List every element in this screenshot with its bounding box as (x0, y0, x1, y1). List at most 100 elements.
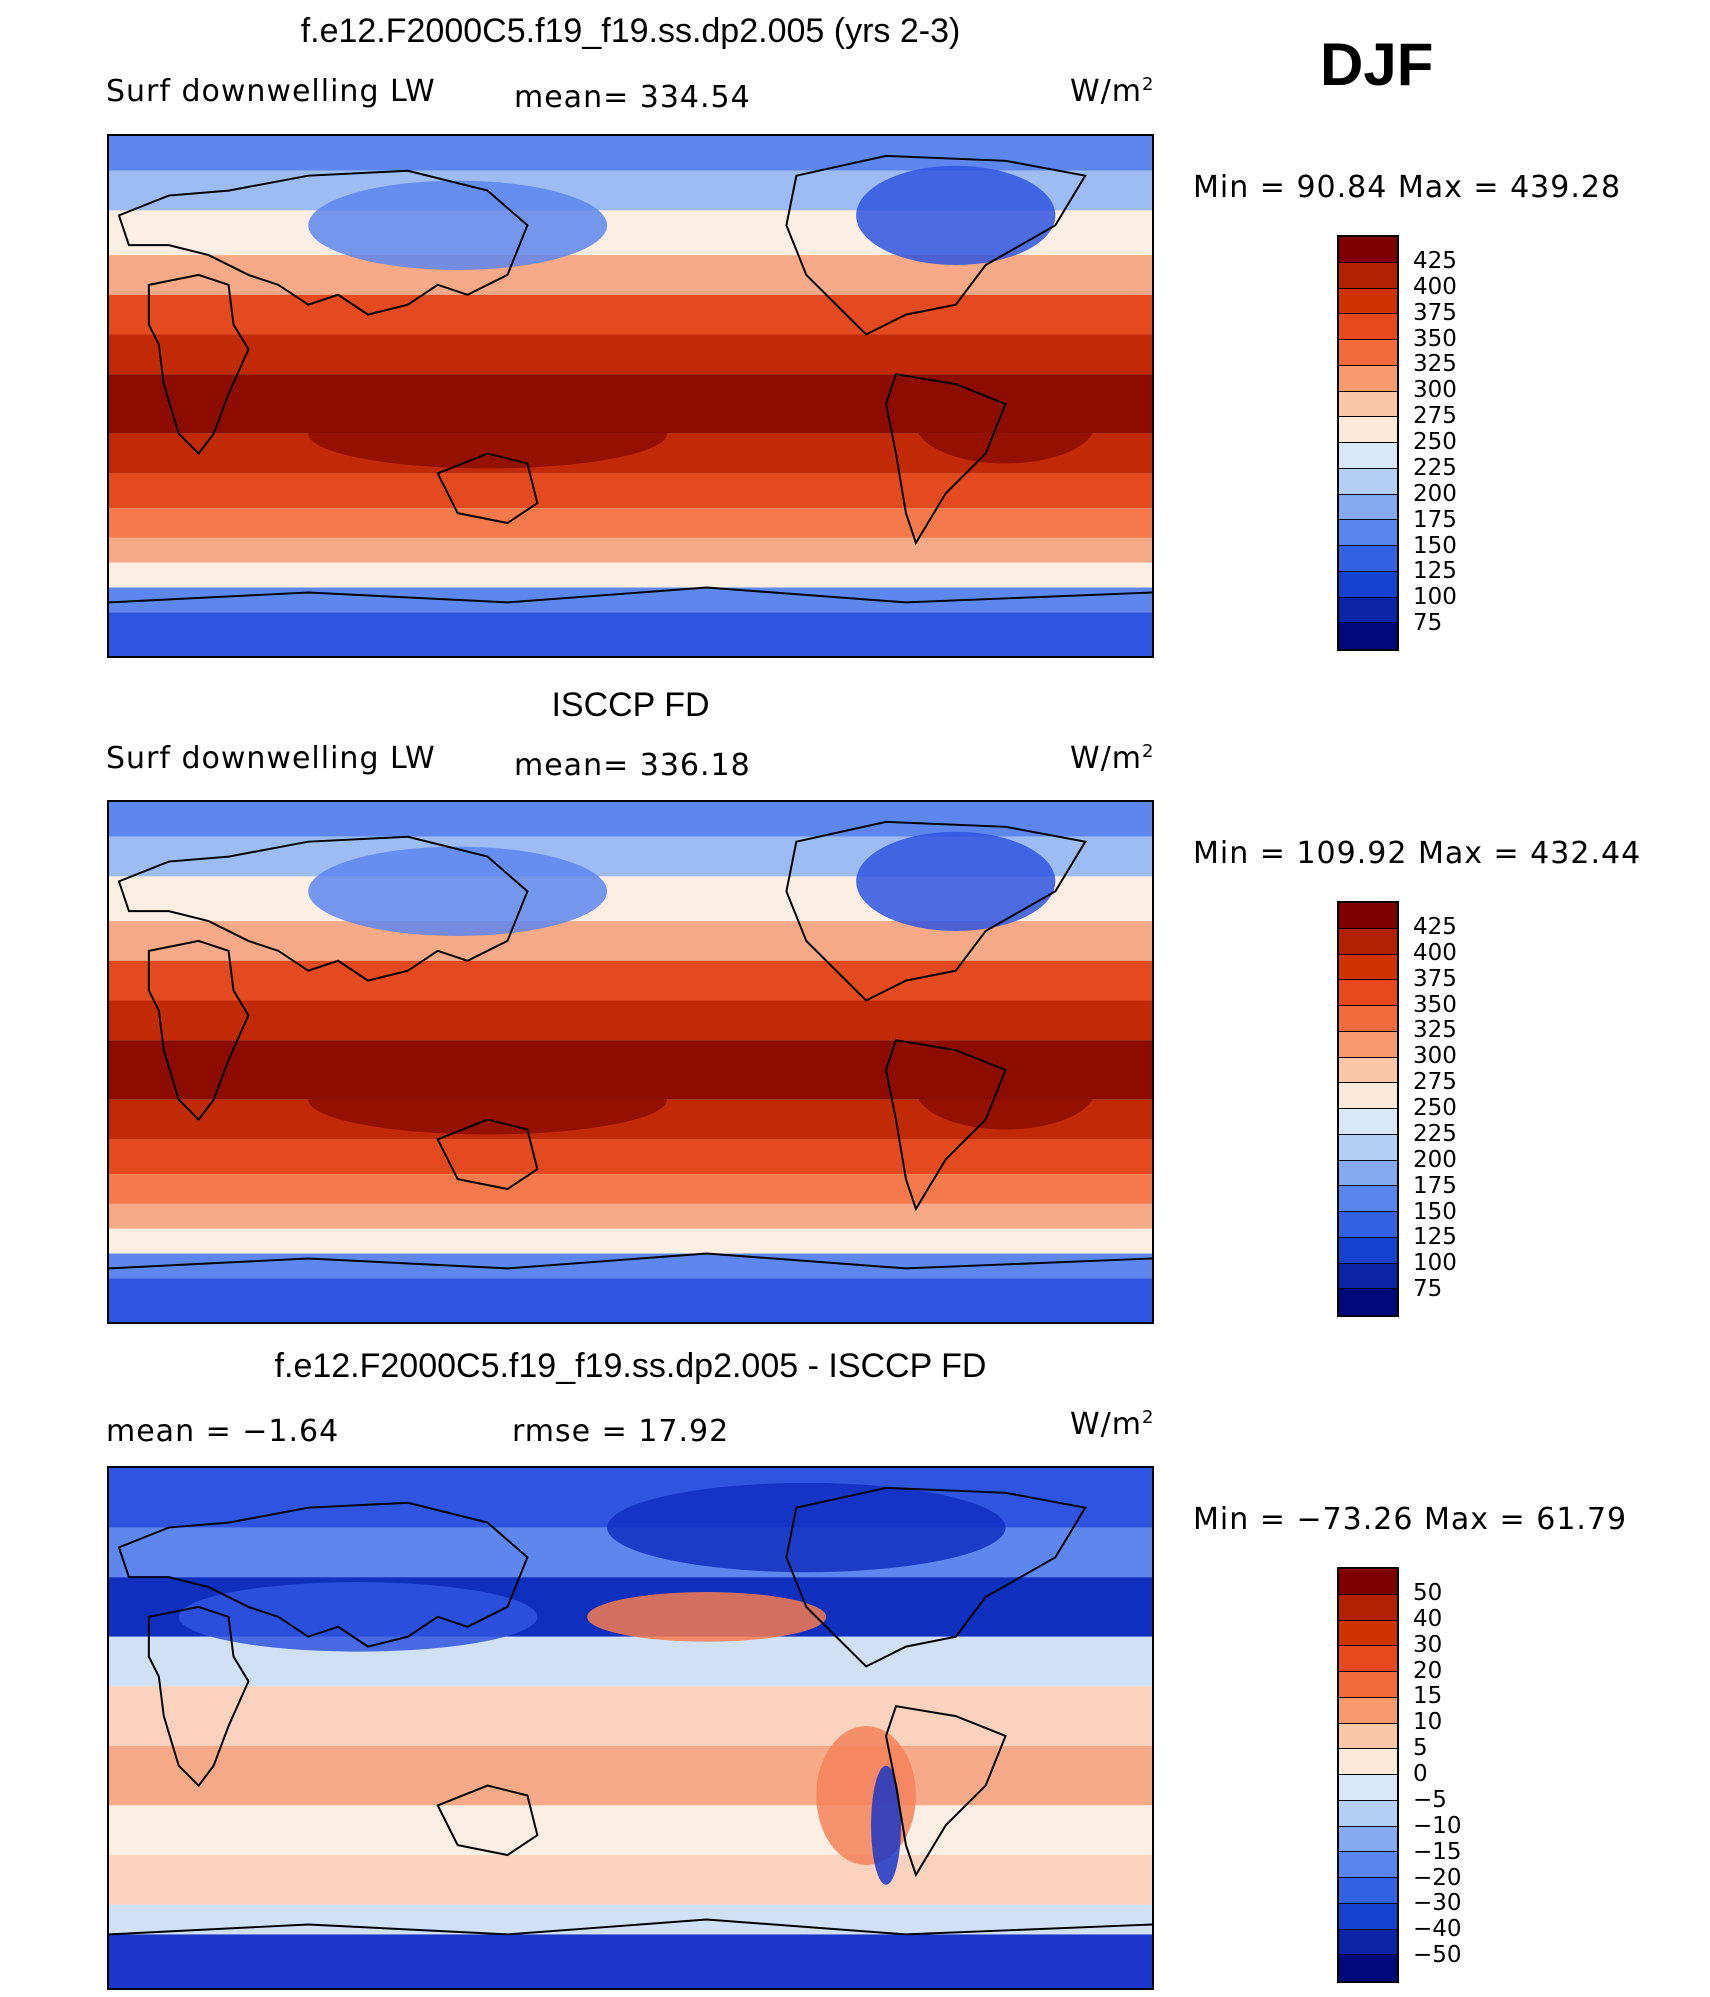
panel-1-mean-label: mean= 334.54 (514, 80, 751, 115)
colorbar-tick-label: 0 (1413, 1761, 1428, 1787)
map-contour-region (308, 398, 667, 469)
colorbar-tick-label: 400 (1413, 273, 1457, 300)
colorbar-tick-label: 175 (1413, 1172, 1457, 1199)
panel-3-mean-label: mean = −1.64 (106, 1414, 340, 1449)
map-contour-band (109, 1805, 1152, 1856)
map-contour-region (587, 1592, 827, 1642)
colorbar-tick-label: 50 (1413, 1579, 1443, 1606)
colorbar-tick-label: 125 (1413, 1224, 1457, 1251)
map-contour-region (871, 1765, 901, 1885)
coastline (147, 939, 250, 1122)
map-contour-region (308, 180, 608, 270)
colorbar-tick-label: −15 (1413, 1838, 1462, 1865)
map-contour-band (109, 1203, 1152, 1229)
colorbar-tick-label: 425 (1413, 913, 1457, 940)
panel-2-units: W/m2 (1070, 741, 1155, 776)
map-contour-band (109, 334, 1152, 375)
map-contour-band (109, 960, 1152, 1001)
map-contour-band (109, 587, 1152, 613)
colorbar-segment (1339, 262, 1397, 289)
colorbar-segment (1339, 1852, 1397, 1878)
colorbar-tick-label: 250 (1413, 1095, 1457, 1121)
colorbar-tick-label: 20 (1413, 1657, 1443, 1684)
panel-1-map (107, 134, 1154, 658)
map-contour-band (109, 294, 1152, 335)
colorbar-segment (1339, 1569, 1397, 1595)
colorbar-segment (1339, 623, 1397, 649)
map-contour-region (308, 1064, 667, 1135)
colorbar-segment (1339, 1160, 1397, 1187)
colorbar-tick-label: −5 (1413, 1786, 1447, 1813)
colorbar-tick-label: −10 (1413, 1812, 1462, 1839)
colorbar-segment (1339, 1057, 1397, 1084)
colorbar-segment (1339, 1878, 1397, 1904)
panel-3-title: f.e12.F2000C5.f19_f19.ss.dp2.005 - ISCCP… (274, 1347, 987, 1385)
colorbar-segment (1339, 1289, 1397, 1315)
coastline (436, 1784, 539, 1857)
map-contour-region (308, 846, 608, 936)
colorbar-tick-label: 350 (1413, 991, 1457, 1018)
colorbar-segment (1339, 1237, 1397, 1264)
colorbar-segment (1339, 1775, 1397, 1801)
map-contour-band (109, 1934, 1152, 1988)
colorbar-segment (1339, 1903, 1397, 1930)
colorbar-segment (1339, 597, 1397, 624)
colorbar-segment (1339, 1826, 1397, 1853)
map-contour-band (109, 1000, 1152, 1041)
coastline (117, 1501, 529, 1648)
panel-1-colorbar-ticks: 425 400 375 350 325 300 275 250 225 200 175 150 125 1… (1413, 235, 1513, 649)
colorbar-tick-label: 225 (1413, 1120, 1457, 1147)
panel-1-units: W/m2 (1070, 74, 1155, 109)
map-contour-band (109, 1139, 1152, 1175)
colorbar-tick-label: 30 (1413, 1631, 1443, 1658)
map-contour-band (109, 473, 1152, 509)
panel-3-minmax: Min = −73.26 Max = 61.79 (1193, 1502, 1628, 1537)
colorbar-tick-label: 375 (1413, 299, 1457, 326)
colorbar-tick-label: 200 (1413, 480, 1457, 507)
coastline (785, 154, 1087, 336)
colorbar-segment (1339, 1006, 1397, 1032)
map-contour-band (109, 802, 1152, 837)
colorbar-tick-label: 100 (1413, 1250, 1457, 1277)
panel-1-variable-label: Surf downwelling LW (106, 74, 436, 109)
colorbar-segment (1339, 1263, 1397, 1290)
colorbar-segment (1339, 340, 1397, 366)
colorbar-segment (1339, 546, 1397, 572)
colorbar-segment (1339, 571, 1397, 598)
map-contour-band (109, 1228, 1152, 1254)
coastline (884, 373, 1007, 546)
coastline (785, 1486, 1087, 1668)
map-contour-band (109, 1745, 1152, 1806)
colorbar-tick-label: 275 (1413, 1069, 1457, 1096)
panel-2-map-field (109, 802, 1152, 1322)
colorbar-tick-label: 275 (1413, 403, 1457, 430)
coastline (785, 820, 1087, 1002)
panel-2-colorbar-ticks: 425 400 375 350 325 300 275 250 225 200 175 150 125 1… (1413, 901, 1513, 1315)
colorbar-tick-label: 10 (1413, 1709, 1443, 1736)
coastline (109, 1252, 1152, 1270)
colorbar-tick-label: 325 (1413, 351, 1457, 378)
colorbar-segment (1339, 1723, 1397, 1750)
colorbar-segment (1339, 1672, 1397, 1698)
colorbar-segment (1339, 1646, 1397, 1672)
panel-1-map-field (109, 136, 1152, 656)
panel-3-map (107, 1466, 1154, 1990)
colorbar-tick-label: 400 (1413, 939, 1457, 966)
coastline (884, 1705, 1007, 1878)
panel-2-mean-label: mean= 336.18 (514, 748, 751, 783)
map-contour-band (109, 1174, 1152, 1204)
map-contour-band (109, 1855, 1152, 1905)
colorbar-segment (1339, 443, 1397, 469)
colorbar-tick-label: 40 (1413, 1605, 1443, 1632)
panel-3-units: W/m2 (1070, 1407, 1155, 1442)
colorbar-segment (1339, 928, 1397, 955)
panel-3-rmse-label: rmse = 17.92 (512, 1414, 730, 1449)
coastline (147, 273, 250, 456)
colorbar-segment (1339, 417, 1397, 443)
colorbar-segment (1339, 1929, 1397, 1956)
coastline (436, 452, 539, 525)
colorbar-segment (1339, 1749, 1397, 1775)
colorbar-segment (1339, 1212, 1397, 1238)
map-contour-band (109, 255, 1152, 295)
map-contour-region (607, 1482, 1006, 1573)
